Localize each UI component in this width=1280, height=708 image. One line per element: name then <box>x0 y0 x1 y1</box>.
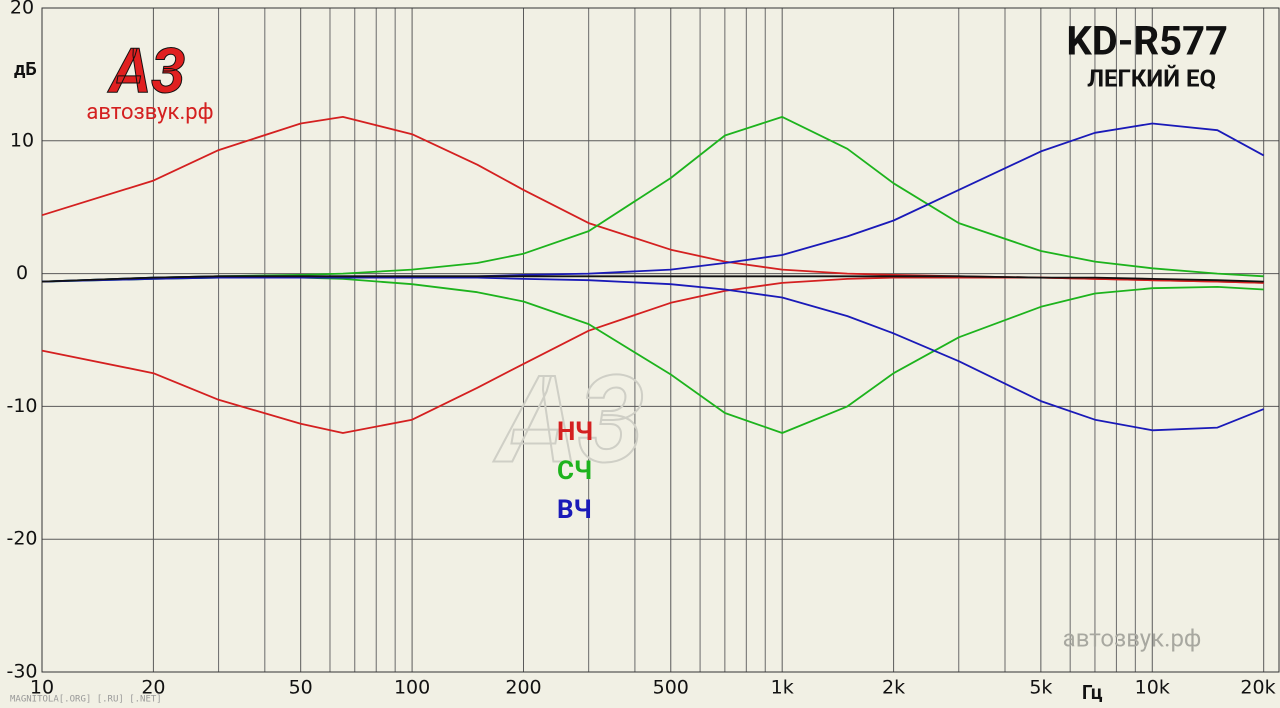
x-tick-label: 100 <box>394 677 430 699</box>
x-tick-label: 200 <box>505 677 541 699</box>
labels: -30 -20 -10 0 10 20 10 20 50 100 200 500 1k 2k 5k 10k 20… <box>6 0 1275 699</box>
legend-entry: НЧ <box>557 417 593 447</box>
series-line <box>41 116 1264 283</box>
center-watermark: А3 <box>492 352 644 492</box>
footer-watermark: MAGNITOLA[.ORG] [.RU] [.NET] <box>10 695 162 705</box>
x-tick-label: 10 <box>30 677 54 699</box>
subtitle: ЛЕГКИЙ EQ <box>1087 64 1216 92</box>
y-tick-label: -20 <box>6 528 37 550</box>
series-line <box>41 276 1264 434</box>
series-line <box>41 276 1264 434</box>
title: KD-R577 <box>1066 18 1228 65</box>
y-tick-label: -10 <box>6 395 37 417</box>
x-tick-label: 20 <box>141 677 165 699</box>
x-tick-label: 500 <box>653 677 689 699</box>
legend: НЧ СЧ ВЧ <box>557 417 593 525</box>
y-axis-label: дБ <box>14 59 37 80</box>
site-watermark: автозвук.рф <box>1063 624 1202 652</box>
x-tick-label: 10k <box>1135 677 1170 699</box>
plot-border <box>41 7 1280 673</box>
y-tick-label: 0 <box>16 262 28 284</box>
grid <box>41 7 1280 673</box>
logo: А3 <box>107 35 186 108</box>
series-line <box>41 276 1265 432</box>
x-tick-label: 1k <box>771 677 794 699</box>
y-tick-label: -30 <box>6 661 37 683</box>
legend-entry: ВЧ <box>557 495 592 525</box>
series-line <box>41 275 1264 283</box>
y-tick-label: 20 <box>10 0 34 19</box>
logo-site: автозвук.рф <box>86 100 213 125</box>
x-tick-label: 50 <box>289 677 313 699</box>
x-tick-label: 5k <box>1029 677 1052 699</box>
lines <box>41 116 1265 434</box>
x-tick-label: 20k <box>1240 677 1275 699</box>
y-tick-label: 10 <box>10 129 34 151</box>
legend-entry: СЧ <box>557 456 592 486</box>
x-axis-label: Гц <box>1082 681 1103 704</box>
x-tick-label: 2k <box>882 677 905 699</box>
